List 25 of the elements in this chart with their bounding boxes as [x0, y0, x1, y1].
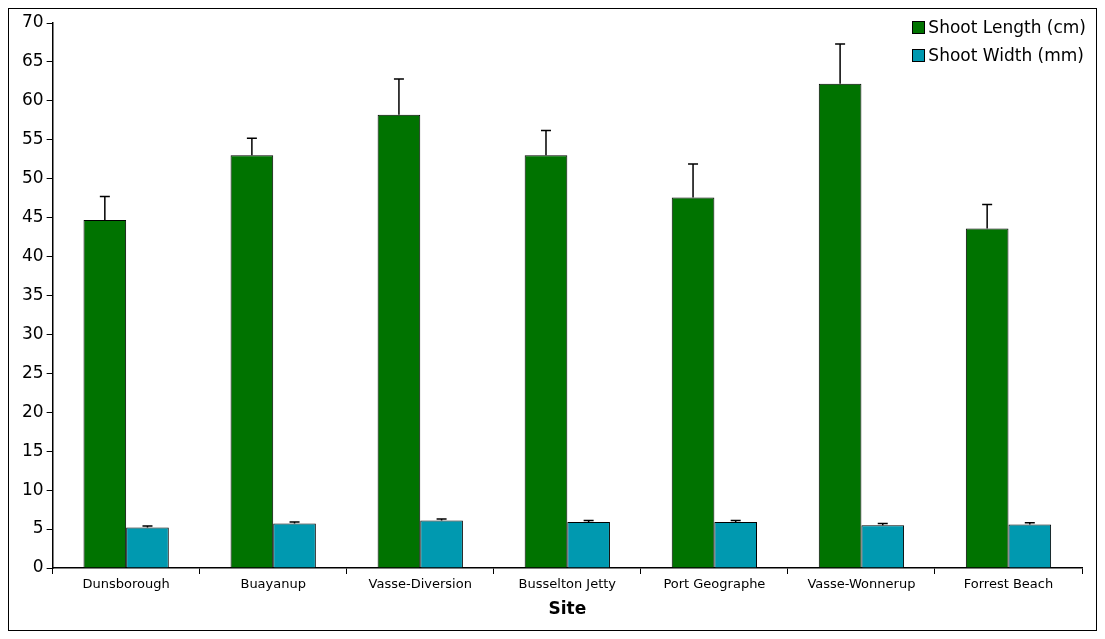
- y-tick-label: 40: [21, 244, 44, 265]
- y-tick-label: 10: [21, 478, 44, 499]
- x-tick-label: Vasse-Wonnerup: [807, 576, 916, 592]
- y-tick-label: 5: [32, 517, 44, 538]
- y-tick-label: 30: [21, 322, 44, 343]
- y-tick-label: 20: [21, 400, 44, 421]
- x-tick-label: Vasse-Diversion: [368, 576, 472, 592]
- y-tick-label: 25: [21, 361, 44, 382]
- y-tick-label: 60: [21, 89, 44, 110]
- y-tick-label: 0: [32, 556, 44, 577]
- x-tick-label: Buayanup: [240, 576, 306, 592]
- y-tick-label: 65: [21, 50, 44, 71]
- x-tick-label: Busselton Jetty: [518, 576, 617, 592]
- x-tick-label: Port Geographe: [663, 576, 766, 592]
- legend-label: Shoot Width (mm): [928, 45, 1084, 65]
- x-axis-title: Site: [548, 598, 587, 619]
- y-tick-label: 45: [21, 206, 44, 227]
- y-tick-label: 50: [21, 167, 44, 188]
- x-tick-label: Dunsborough: [82, 576, 170, 592]
- y-tick-label: 55: [21, 128, 44, 149]
- y-tick-label: 15: [21, 439, 44, 460]
- y-tick-label: 35: [21, 283, 44, 304]
- x-tick-label: Forrest Beach: [963, 576, 1054, 592]
- legend-label: Shoot Length (cm): [928, 17, 1086, 37]
- y-tick-label: 70: [21, 11, 44, 32]
